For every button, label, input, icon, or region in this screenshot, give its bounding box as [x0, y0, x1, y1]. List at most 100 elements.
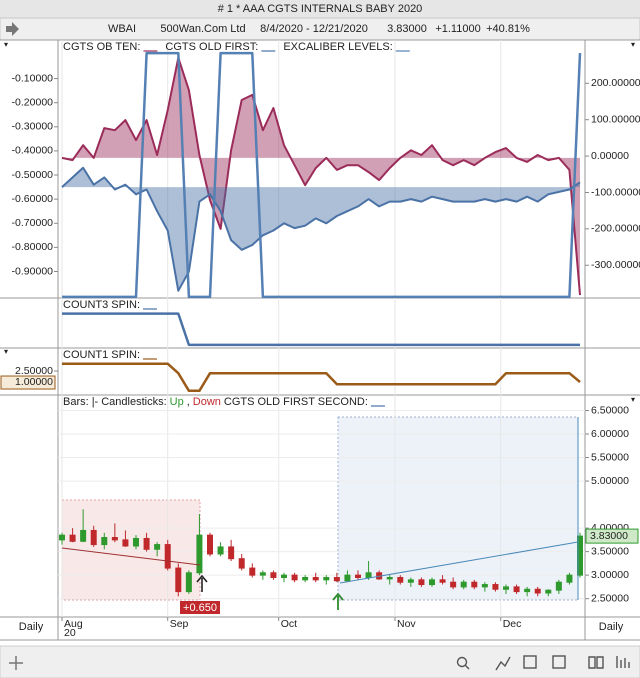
y-tick-label: -0.40000	[12, 145, 54, 157]
trend-line[interactable]	[61, 547, 201, 566]
bottom-toolbar	[0, 645, 640, 678]
y-tick-label: -0.20000	[12, 96, 54, 108]
legend-label: COUNT3 SPIN:	[63, 299, 140, 311]
candle-body	[122, 539, 129, 547]
candle-body	[365, 572, 372, 578]
company: 500Wan.Com Ltd	[160, 23, 245, 35]
panel-menu[interactable]: ▾	[631, 395, 635, 404]
price-layer	[58, 395, 585, 617]
candle-body	[312, 576, 319, 581]
series-area	[62, 57, 580, 296]
search-icon[interactable]	[464, 664, 470, 670]
x-tick-label: Nov	[397, 618, 416, 630]
panel-menu[interactable]: ▾	[4, 347, 8, 356]
highlight-box[interactable]	[337, 416, 579, 601]
y-tick-label: 2.50000	[591, 592, 629, 604]
candle-body	[207, 534, 213, 555]
series-line	[62, 51, 582, 299]
y-tick-label: -0.60000	[12, 193, 54, 205]
candle-body	[154, 544, 161, 550]
date-range: 8/4/2020 - 12/21/2020	[260, 23, 368, 35]
candle-body	[175, 567, 182, 593]
last-price-box	[585, 528, 639, 544]
last-price-label: 3.83000	[590, 530, 628, 542]
legend-label: Up	[170, 396, 184, 408]
legend-label: ,	[187, 396, 190, 408]
panel-menu[interactable]: ▾	[4, 40, 8, 49]
candle-body	[555, 581, 562, 591]
candle-body	[281, 574, 287, 578]
price-change-pct: +40.81%	[486, 23, 530, 35]
candle-body	[513, 586, 520, 593]
candle-body	[238, 558, 245, 569]
y-tick-label: 6.00000	[591, 428, 629, 440]
legend-label: CGTS OB TEN:	[63, 41, 140, 53]
candle-body	[344, 574, 351, 582]
candle-body	[545, 589, 552, 594]
y-tick-label: 3.50000	[591, 545, 629, 557]
y-tick-label: 100.00000	[591, 113, 640, 125]
candle-body	[450, 581, 457, 588]
candle-body	[481, 584, 488, 588]
up-arrow	[196, 574, 208, 592]
candle-body	[259, 572, 266, 576]
bars-icon[interactable]	[616, 656, 630, 668]
legend-label: Bars:	[63, 396, 89, 408]
candle-body	[492, 584, 499, 590]
series-line	[62, 312, 580, 347]
candle-body	[418, 579, 425, 586]
period-label[interactable]: Daily	[19, 621, 44, 633]
candle-body	[111, 537, 118, 541]
candle-body	[386, 576, 393, 580]
chart-icon[interactable]	[495, 656, 511, 671]
candle-body	[80, 529, 87, 542]
y-tick-label: 5.50000	[591, 451, 629, 463]
trend-line[interactable]	[339, 541, 579, 584]
candle-body	[101, 537, 108, 546]
candle-body	[291, 574, 298, 581]
search-icon[interactable]	[456, 656, 468, 668]
title-bar	[0, 0, 640, 18]
panel-icon[interactable]	[552, 655, 566, 669]
y-tick-label: -0.50000	[12, 169, 54, 181]
layout-icon[interactable]	[523, 655, 537, 669]
y-tick-label: -0.30000	[12, 121, 54, 133]
price-change: +1.11000	[435, 23, 480, 35]
x-tick-label: Oct	[281, 618, 297, 630]
last-price: 3.83000	[387, 23, 427, 35]
period-label[interactable]: Daily	[599, 621, 624, 633]
y-tick-label: 200.00000	[591, 77, 640, 89]
y-tick-label: -0.70000	[12, 217, 54, 229]
series-line	[62, 362, 581, 393]
x-year-label: 20	[64, 627, 76, 639]
candle-body	[460, 581, 467, 588]
nav-arrow[interactable]	[6, 22, 19, 36]
candle-body	[90, 529, 97, 546]
candle-body	[270, 572, 277, 578]
legend-label: EXCALIBER LEVELS:	[283, 41, 392, 53]
x-tick-label: Dec	[503, 618, 522, 630]
candle-body	[439, 579, 446, 583]
y-tick-label: -0.80000	[12, 241, 54, 253]
add-button[interactable]	[9, 656, 23, 670]
candle-body	[333, 576, 340, 582]
y-tick-label: 5.00000	[591, 475, 629, 487]
y-tick-label: -100.00000	[591, 186, 640, 198]
panel-menu[interactable]: ▾	[631, 40, 635, 49]
candle-body	[217, 546, 224, 555]
up-arrow	[332, 592, 344, 610]
y-tick-label: 2.50000	[15, 365, 53, 377]
series-line	[61, 166, 581, 292]
symbol: WBAI	[108, 23, 136, 35]
y-tick-label: -300.00000	[591, 259, 640, 271]
window-title: # 1 * AAA CGTS INTERNALS BABY 2020	[218, 3, 423, 15]
series-line	[61, 56, 581, 296]
legend-label: |-	[92, 396, 99, 408]
candle-body	[407, 579, 414, 583]
book-icon[interactable]	[588, 656, 604, 669]
candle-body	[355, 574, 361, 578]
annotation-box	[180, 601, 220, 614]
series-area	[62, 167, 580, 291]
candle-body	[143, 537, 150, 550]
